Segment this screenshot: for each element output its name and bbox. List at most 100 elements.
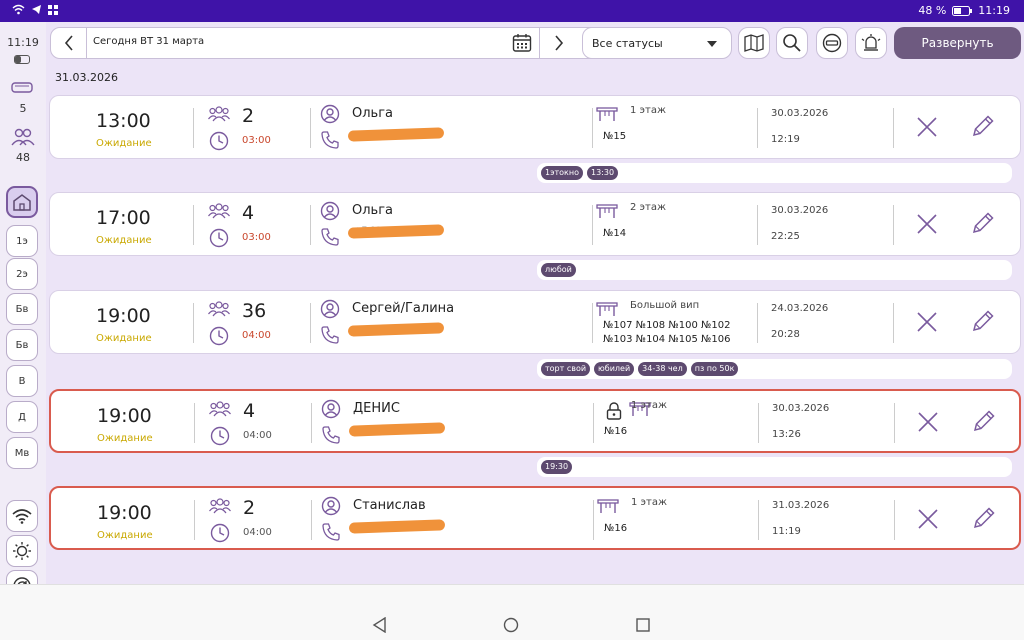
dropdown-arrow-icon [707,41,717,47]
home-button[interactable] [6,186,38,218]
sidebar: 11:19 5 48 1э 2э Бв Бв В Д Мв [0,22,46,607]
booking-card[interactable]: 19:00 Ожидание 2 04:00 Станислав 1 этаж №16 31.… [49,486,1021,550]
phone-icon[interactable] [320,130,340,150]
booking-tag: 1этокно [541,166,583,180]
block-button[interactable] [816,27,848,59]
client-name: Ольга [352,106,393,121]
phone-icon[interactable] [321,425,341,445]
floor-button-7[interactable]: Мв [6,437,38,469]
table-icon [629,401,651,417]
tag-row: любой [537,260,1012,280]
floor-button-5[interactable]: В [6,365,38,397]
divider [893,205,894,245]
booking-card[interactable]: 19:00 Ожидание 36 04:00 Сергей/Галина Большой… [49,290,1021,354]
edit-icon[interactable] [971,505,997,531]
divider [893,108,894,148]
booking-duration: 03:00 [242,135,271,146]
table-icon [596,203,618,219]
booking-tag: 13:30 [587,166,619,180]
booking-status: Ожидание [96,333,152,344]
apps-grid-icon [48,4,58,15]
hall-name: 1 этаж [630,105,666,116]
phone-redaction [347,322,445,337]
back-nav-button[interactable] [372,617,388,633]
close-icon[interactable] [917,508,939,530]
sidebar-time: 11:19 [7,36,39,49]
calendar-button[interactable] [512,33,532,53]
booking-status: Ожидание [96,235,152,246]
home-nav-button[interactable] [503,617,519,633]
alarm-button[interactable] [855,27,887,59]
divider [592,303,593,343]
phone-redaction [347,224,445,239]
divider [593,500,594,540]
booking-status: Ожидание [97,530,153,541]
table-numbers: №16 [604,425,627,439]
prev-day-button[interactable] [51,28,87,58]
phone-icon[interactable] [321,522,341,542]
edit-icon[interactable] [971,408,997,434]
booking-card[interactable]: 19:00 Ожидание 4 04:00 ДЕНИС 1 этаж №16 30.03.2… [49,389,1021,453]
brightness-button[interactable] [6,535,38,567]
current-date-label[interactable]: Сегодня ВТ 31 марта [93,36,205,47]
table-numbers: №14 [603,227,626,241]
status-filter-select[interactable]: Все статусы [582,27,732,59]
recents-nav-button[interactable] [636,618,650,632]
guest-count: 4 [242,202,255,224]
divider [193,108,194,148]
date-heading: 31.03.2026 [55,71,118,84]
floor-button-4[interactable]: Бв [6,329,38,361]
booking-card[interactable]: 13:00 Ожидание 2 03:00 Ольга 1 этаж №15 30.03.2… [49,95,1021,159]
phone-icon[interactable] [320,325,340,345]
table-icon [597,498,619,514]
edit-icon[interactable] [970,113,996,139]
clock-icon [210,426,230,446]
close-icon[interactable] [916,116,938,138]
floor-button-1[interactable]: 1э [6,225,38,257]
booking-status: Ожидание [97,433,153,444]
divider [592,205,593,245]
client-name: Станислав [353,498,426,513]
created-time: 22:25 [771,231,800,242]
divider [310,303,311,343]
created-date: 30.03.2026 [771,108,829,119]
booking-tag: юбилей [594,362,635,376]
floor-button-6[interactable]: Д [6,401,38,433]
search-icon [782,33,802,53]
edit-icon[interactable] [970,308,996,334]
next-day-button[interactable] [539,28,577,58]
expand-button[interactable]: Развернуть [894,27,1021,59]
calendar-icon [512,33,532,53]
table-number-line: №103 №104 №105 №106 [603,334,731,345]
wifi-button[interactable] [6,500,38,532]
android-nav-bar [0,584,1024,640]
client-name: Ольга [352,203,393,218]
floor-button-2[interactable]: 2э [6,258,38,290]
booking-time: 13:00 [96,110,151,132]
person-icon [321,496,341,516]
created-time: 20:28 [771,329,800,340]
close-icon[interactable] [916,213,938,235]
clock-icon [209,131,229,151]
battery-percent: 48 % [918,4,947,17]
close-icon[interactable] [917,411,939,433]
search-button[interactable] [776,27,808,59]
table-number-line: №107 №108 №100 №102 [603,320,731,331]
toggle-icon[interactable] [14,55,30,64]
close-icon[interactable] [916,311,938,333]
guest-count: 4 [243,400,256,422]
guests-icon [208,203,230,219]
floor-button-3[interactable]: Бв [6,293,38,325]
guests-icon [208,301,230,317]
main-panel: Сегодня ВТ 31 марта Все статусы Разверну… [46,22,1024,607]
edit-icon[interactable] [970,210,996,236]
guest-count: 36 [242,300,267,322]
map-button[interactable] [738,27,770,59]
phone-icon[interactable] [320,227,340,247]
divider [194,500,195,540]
divider [310,205,311,245]
booking-tag: любой [541,263,576,277]
sun-icon [12,541,32,561]
booking-time: 19:00 [96,305,151,327]
